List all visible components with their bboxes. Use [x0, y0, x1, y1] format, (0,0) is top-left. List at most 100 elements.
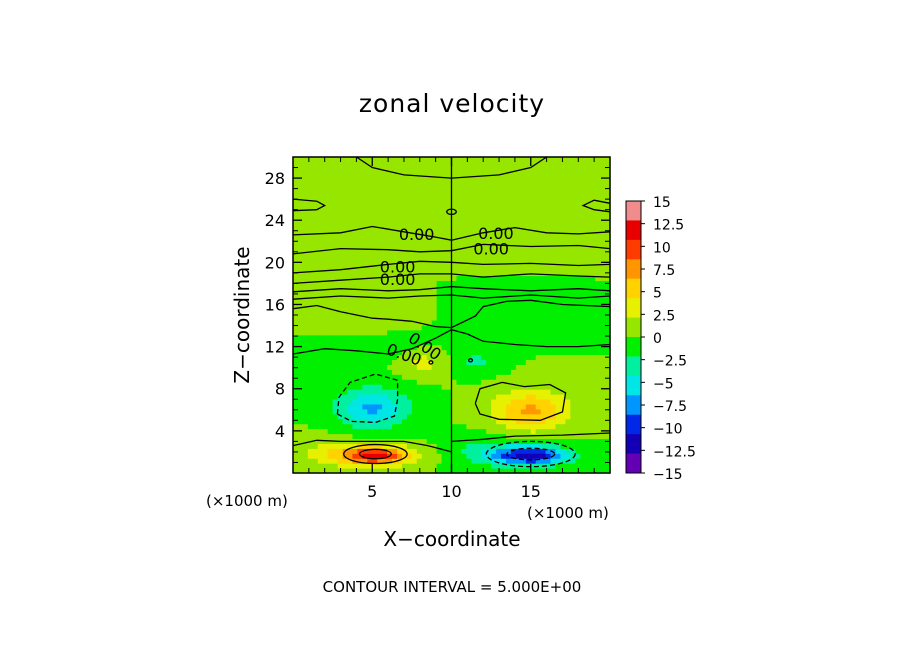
heatmap-cell — [337, 216, 344, 222]
heatmap-cell — [605, 285, 611, 291]
heatmap-cell — [590, 240, 596, 247]
heatmap-cell — [302, 463, 309, 469]
heatmap-cell — [525, 157, 532, 163]
heatmap-cell — [421, 403, 428, 410]
heatmap-cell — [550, 364, 557, 370]
heatmap-cell — [590, 364, 596, 370]
heatmap-cell — [471, 468, 477, 474]
heatmap-cell — [293, 369, 299, 375]
heatmap-cell — [327, 275, 334, 282]
heatmap-cell — [545, 394, 552, 400]
heatmap-cell — [293, 245, 299, 252]
heatmap-cell — [327, 181, 334, 188]
heatmap-cell — [496, 443, 502, 449]
heatmap-cell — [515, 161, 522, 168]
heatmap-cell — [367, 413, 373, 420]
heatmap-cell — [501, 379, 507, 385]
heatmap-cell — [476, 240, 482, 247]
heatmap-cell — [535, 428, 542, 435]
heatmap-cell — [550, 394, 557, 400]
heatmap-cell — [302, 211, 309, 217]
heatmap-cell — [302, 265, 309, 272]
heatmap-cell — [535, 349, 542, 356]
heatmap-cell — [481, 186, 487, 193]
heatmap-cell — [466, 176, 472, 183]
heatmap-cell — [491, 236, 497, 242]
heatmap-cell — [362, 270, 368, 277]
heatmap-cell — [293, 186, 299, 193]
heatmap-cell — [392, 354, 398, 361]
heatmap-cell — [416, 305, 423, 311]
heatmap-cell — [387, 211, 393, 217]
heatmap-cell — [302, 364, 309, 370]
heatmap-cell — [590, 255, 596, 262]
heatmap-cell — [406, 329, 413, 336]
heatmap-cell — [481, 315, 487, 321]
heatmap-cell — [570, 275, 576, 282]
heatmap-cell — [382, 344, 388, 351]
heatmap-cell — [312, 408, 319, 415]
heatmap-cell — [515, 453, 522, 459]
heatmap-cell — [421, 443, 428, 449]
heatmap-cell — [327, 216, 334, 222]
heatmap-cell — [555, 196, 562, 203]
heatmap-cell — [317, 270, 324, 277]
heatmap-cell — [322, 403, 329, 410]
heatmap-cell — [357, 319, 363, 326]
heatmap-cell — [352, 295, 358, 301]
heatmap-cell — [530, 196, 537, 203]
heatmap-cell — [560, 255, 567, 262]
heatmap-cell — [431, 428, 438, 435]
heatmap-cell — [387, 315, 393, 321]
heatmap-cell — [302, 280, 309, 286]
heatmap-cell — [357, 364, 363, 370]
x-tick-label: 10 — [441, 482, 461, 501]
heatmap-cell — [515, 285, 522, 291]
heatmap-cell — [431, 354, 438, 361]
heatmap-cell — [382, 231, 388, 237]
heatmap-cell — [406, 191, 413, 198]
heatmap-cell — [327, 463, 334, 469]
heatmap-cell — [322, 161, 329, 168]
heatmap-cell — [382, 453, 388, 459]
heatmap-cell — [560, 300, 567, 306]
heatmap-cell — [357, 206, 363, 212]
heatmap-cell — [545, 216, 552, 222]
heatmap-cell — [510, 310, 517, 316]
heatmap-cell — [446, 468, 453, 474]
heatmap-cell — [575, 310, 581, 316]
heatmap-cell — [491, 240, 497, 247]
heatmap-cell — [491, 468, 497, 474]
heatmap-cell — [545, 319, 552, 326]
heatmap-cell — [327, 379, 334, 385]
heatmap-cell — [575, 413, 581, 420]
heatmap-cell — [441, 339, 448, 346]
y-axis-label: Z−coordinate — [230, 246, 254, 383]
heatmap-cell — [401, 433, 408, 440]
heatmap-cell — [332, 428, 339, 435]
heatmap-cell — [466, 369, 472, 375]
heatmap-cell — [585, 285, 591, 291]
heatmap-cell — [421, 448, 428, 454]
heatmap-cell — [466, 354, 472, 361]
heatmap-cell — [515, 458, 522, 464]
heatmap-cell — [357, 398, 363, 405]
heatmap-cell — [525, 349, 532, 356]
heatmap-cell — [545, 349, 552, 356]
heatmap-cell — [347, 157, 354, 163]
heatmap-cell — [530, 240, 537, 247]
heatmap-cell — [302, 255, 309, 262]
heatmap-cell — [540, 389, 547, 395]
heatmap-cell — [327, 403, 334, 410]
heatmap-cell — [347, 315, 354, 321]
heatmap-cell — [505, 448, 512, 454]
heatmap-cell — [431, 458, 438, 464]
heatmap-cell — [352, 394, 358, 400]
heatmap-cell — [585, 334, 591, 341]
heatmap-cell — [535, 379, 542, 385]
heatmap-cell — [510, 206, 517, 212]
heatmap-cell — [322, 423, 329, 430]
heatmap-cell — [585, 245, 591, 252]
heatmap-cell — [426, 329, 433, 336]
heatmap-cell — [595, 270, 601, 277]
